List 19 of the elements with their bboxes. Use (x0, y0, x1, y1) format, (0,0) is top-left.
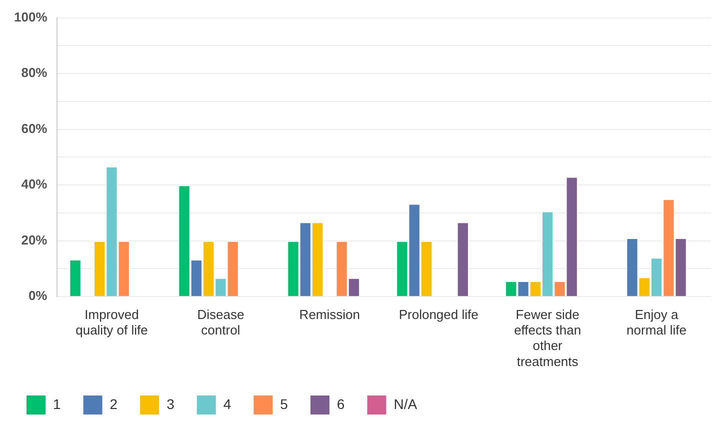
y-tick-label: 0% (28, 288, 48, 304)
legend-label: 5 (280, 396, 288, 412)
y-tick-label: 60% (21, 120, 48, 136)
legend-label: N/A (394, 396, 418, 412)
legend-label: 6 (336, 396, 345, 412)
x-tick-label: Fewer side effects than other treatments (514, 306, 582, 369)
x-tick-label: Remission (299, 306, 360, 322)
legend-label: 3 (166, 396, 175, 412)
legend-label: 2 (110, 396, 118, 412)
x-tick-label: Improved quality of life (76, 306, 148, 338)
y-tick-label: 80% (21, 65, 48, 80)
x-tick-label: Disease control (197, 306, 244, 338)
y-tick-label: 40% (21, 176, 48, 192)
legend-label: 4 (223, 396, 232, 412)
x-tick-label: Enjoy a normal life (626, 306, 687, 338)
legend-label: 1 (53, 396, 61, 412)
x-tick-label: Prolonged life (398, 306, 478, 322)
y-tick-label: 100% (14, 9, 48, 24)
y-tick-label: 20% (21, 232, 48, 248)
